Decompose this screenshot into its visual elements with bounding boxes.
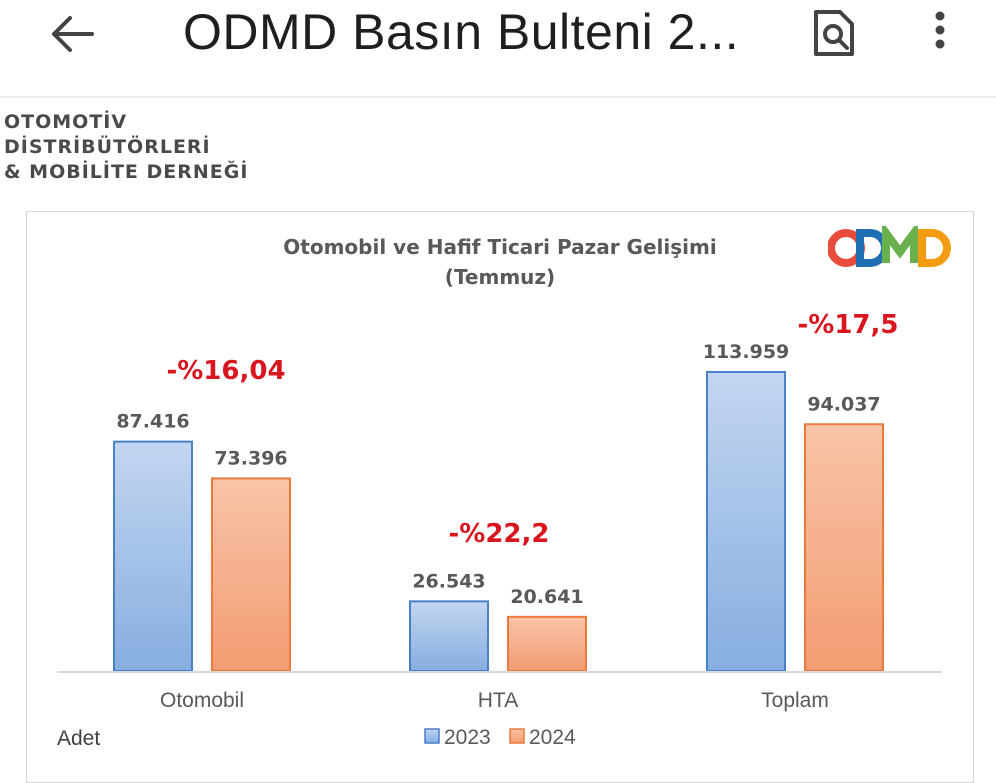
legend-swatch — [424, 728, 440, 744]
more-vert-icon — [935, 11, 945, 49]
data-label: 20.641 — [510, 586, 583, 608]
org-name-line: & MOBİLİTE DERNEĞİ — [4, 161, 249, 183]
bar-2023 — [113, 440, 193, 672]
data-label: 87.416 — [116, 411, 189, 433]
bar-2024 — [507, 615, 587, 672]
bar-2023 — [409, 600, 489, 672]
x-tick-label: Otomobil — [160, 689, 244, 712]
change-label: -%17,5 — [798, 310, 899, 340]
chart-title-main: Otomobil ve Hafif Ticari Pazar Gelişimi — [283, 235, 717, 259]
search-in-document-button[interactable] — [806, 4, 862, 64]
app-bar: ODMD Basın Bulteni 2... — [0, 0, 996, 98]
legend-label: 2024 — [529, 726, 576, 749]
arrow-left-icon — [52, 16, 94, 52]
chart-title: Otomobil ve Hafif Ticari Pazar Gelişimi … — [200, 232, 800, 292]
legend-label: 2023 — [444, 726, 491, 749]
org-name-line: DİSTRİBÜTÖRLERİ — [4, 136, 211, 158]
data-label: 94.037 — [807, 393, 880, 415]
data-label: 73.396 — [214, 447, 287, 469]
back-button[interactable] — [46, 8, 102, 64]
org-name-line: OTOMOTİV — [4, 111, 128, 133]
x-tick-label: HTA — [478, 689, 518, 712]
x-tick-label: Toplam — [761, 689, 829, 712]
bar-2024 — [211, 477, 291, 672]
data-label: 113.959 — [703, 341, 790, 363]
organization-name: OTOMOTİV DİSTRİBÜTÖRLERİ & MOBİLİTE DERN… — [4, 110, 248, 185]
document-search-icon — [814, 10, 854, 56]
document-title: ODMD Basın Bulteni 2... — [183, 4, 740, 60]
legend-swatch — [509, 728, 525, 744]
bar-2023 — [706, 371, 786, 672]
change-label: -%22,2 — [449, 519, 550, 549]
y-axis-label: Adet — [57, 727, 101, 750]
change-label: -%16,04 — [166, 356, 285, 386]
chart-subtitle: (Temmuz) — [444, 265, 556, 289]
bar-2024 — [804, 423, 884, 672]
more-options-button[interactable] — [920, 4, 960, 64]
data-label: 26.543 — [412, 570, 485, 592]
odmd-logo — [828, 226, 951, 267]
